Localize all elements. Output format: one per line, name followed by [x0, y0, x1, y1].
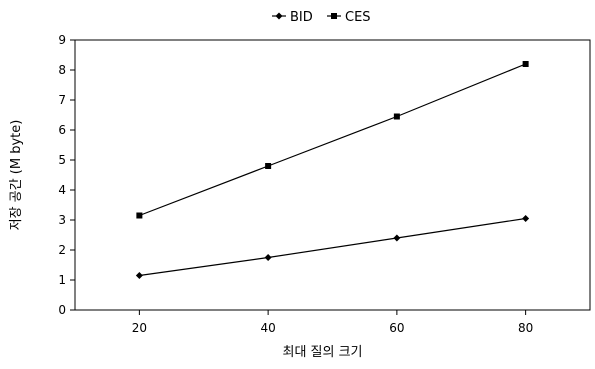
y-tick-label: 2	[58, 243, 66, 257]
x-tick-label: 60	[389, 321, 404, 335]
legend-label-bid: BID	[290, 10, 313, 25]
data-point-ces	[136, 212, 143, 219]
data-point-bid	[393, 234, 401, 242]
y-tick-label: 5	[58, 153, 66, 167]
data-point-ces	[265, 163, 272, 169]
y-tick-label: 0	[58, 303, 66, 317]
series-layer	[135, 61, 530, 279]
data-point-bid	[135, 272, 143, 279]
y-tick-label: 8	[58, 63, 66, 77]
y-tick-label: 6	[58, 123, 66, 137]
plot-area	[74, 39, 591, 311]
y-tick-label: 3	[58, 213, 66, 227]
legend-item-bid: BID	[272, 10, 313, 25]
data-point-ces	[522, 61, 529, 67]
y-axis-title: 저장 공간 (M byte)	[9, 120, 24, 231]
x-tick-label: 80	[518, 321, 533, 335]
x-tick-label: 20	[132, 321, 147, 335]
y-tick-label: 7	[58, 93, 66, 107]
series-bid	[135, 215, 530, 279]
x-axis-title: 최대 질의 크기	[282, 345, 362, 360]
data-point-ces	[393, 113, 400, 120]
plot-frame	[74, 39, 591, 311]
series-ces	[136, 61, 529, 219]
x-tick-label: 40	[260, 321, 275, 335]
series-line-bid	[139, 217, 526, 277]
series-line-ces	[139, 63, 526, 217]
y-tick-label: 4	[58, 183, 66, 197]
legend-marker-bid	[275, 12, 283, 20]
legend-label-ces: CES	[345, 10, 371, 25]
legend: BID CES	[272, 10, 371, 25]
data-point-bid	[522, 215, 530, 222]
x-axis: 20 40 60 80	[132, 310, 533, 335]
legend-item-ces: CES	[327, 10, 371, 25]
y-tick-label: 9	[58, 33, 66, 47]
y-axis: 0 1 2 3 4 5 6 7 8 9	[58, 33, 75, 317]
legend-marker-ces	[331, 13, 337, 19]
data-point-bid	[264, 254, 272, 261]
y-tick-label: 1	[58, 273, 66, 287]
